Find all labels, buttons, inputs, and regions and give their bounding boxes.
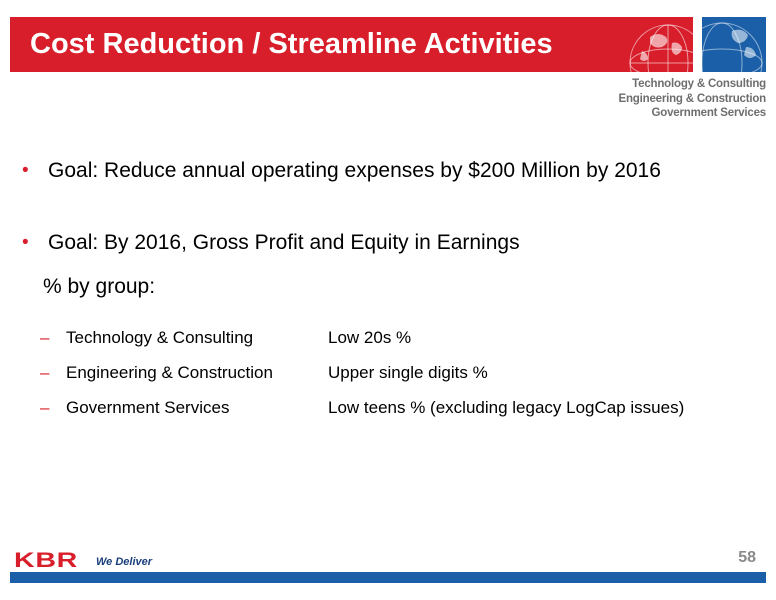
page-number: 58	[738, 549, 756, 566]
kbr-logo: KBR	[14, 549, 80, 572]
bullet-text: Goal: Reduce annual operating expenses b…	[48, 159, 661, 182]
group-name: Engineering & Construction	[66, 363, 273, 382]
blue-globe-panel	[702, 17, 766, 72]
group-name: Government Services	[66, 398, 230, 417]
group-target: Low 20s %	[328, 328, 412, 347]
globe-graphic	[620, 17, 693, 72]
tagline-line: Government Services	[651, 107, 767, 119]
tagline-line: Engineering & Construction	[618, 92, 767, 105]
bullet-marker: •	[22, 160, 29, 181]
slogan: We Deliver	[96, 556, 153, 568]
dash-marker: –	[40, 328, 50, 347]
slide-title: Cost Reduction / Streamline Activities	[30, 28, 553, 60]
tagline-line: Technology & Consulting	[632, 78, 766, 90]
business-segments-tagline: Technology & Consulting Engineering & Co…	[619, 77, 767, 121]
dash-marker: –	[40, 398, 50, 417]
bullet-marker: •	[22, 232, 29, 253]
bullet-text: Goal: By 2016, Gross Profit and Equity i…	[48, 231, 520, 254]
bullet-continuation: % by group:	[43, 275, 156, 298]
dash-marker: –	[40, 363, 50, 382]
footer-bar	[10, 572, 766, 583]
kbr-logo-text: KBR	[14, 550, 78, 570]
group-name: Technology & Consulting	[66, 328, 254, 347]
group-target: Upper single digits %	[328, 363, 488, 382]
title-bar: Cost Reduction / Streamline Activities	[10, 17, 693, 72]
group-target: Low teens % (excluding legacy LogCap iss…	[328, 398, 685, 417]
